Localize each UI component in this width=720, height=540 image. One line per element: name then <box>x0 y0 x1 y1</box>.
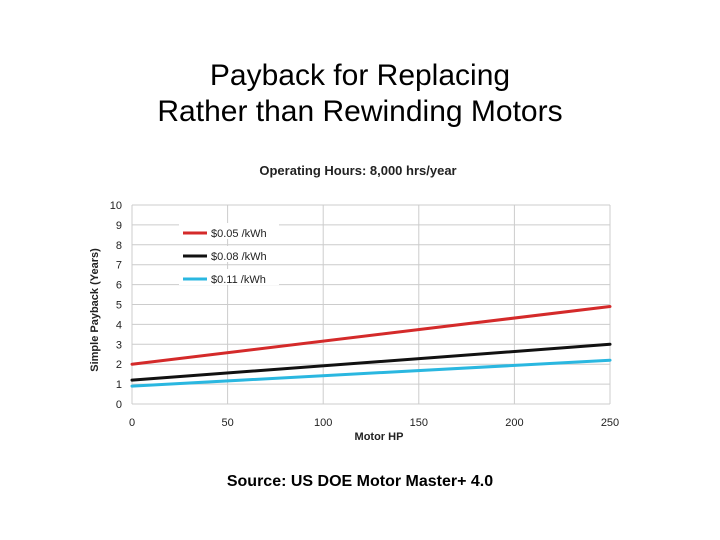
x-tick-label: 150 <box>410 417 428 429</box>
series-line-1 <box>130 304 612 366</box>
x-tick-label: 200 <box>505 417 523 429</box>
y-tick-label: 3 <box>116 339 122 351</box>
chart-title: Operating Hours: 8,000 hrs/year <box>259 163 456 178</box>
x-tick-label: 250 <box>601 417 619 429</box>
source-note: Source: US DOE Motor Master+ 4.0 <box>226 473 494 490</box>
legend-item-bg <box>179 246 279 262</box>
x-tick-label: 100 <box>314 417 332 429</box>
legend-label-1: $0.05 /kWh <box>211 228 267 240</box>
series-line-3 <box>130 358 612 388</box>
slide-title-line-1: Payback for Replacing <box>209 59 511 92</box>
legend-item-bg <box>179 269 279 285</box>
grid <box>131 204 611 405</box>
legend-item-bg <box>179 223 279 239</box>
y-tick-label: 5 <box>116 300 122 312</box>
x-tick-label: 50 <box>221 417 233 429</box>
x-axis-label: Motor HP <box>355 431 404 443</box>
series-lines <box>130 304 612 388</box>
slide-title: Payback for Replacing Rather than Rewind… <box>0 58 720 130</box>
y-tick-label: 1 <box>116 379 122 391</box>
legend-label-2: $0.08 /kWh <box>211 251 267 263</box>
y-tick-label: 0 <box>116 399 122 411</box>
y-tick-label: 10 <box>110 200 122 212</box>
series-line-2 <box>130 342 612 382</box>
y-tick-label: 2 <box>116 359 122 371</box>
y-axis-label: Simple Payback (Years) <box>89 248 101 372</box>
legend-label-3: $0.11 /kWh <box>211 274 266 286</box>
y-tick-label: 8 <box>116 240 122 252</box>
slide-title-line-2: Rather than Rewinding Motors <box>157 95 563 128</box>
y-tick-label: 6 <box>116 280 122 292</box>
y-tick-label: 7 <box>116 260 122 272</box>
y-tick-label: 4 <box>116 319 122 331</box>
legend: $0.05 /kWh $0.08 /kWh $0.11 /kWh <box>179 223 279 286</box>
x-tick-label: 0 <box>129 417 135 429</box>
y-tick-label: 9 <box>116 220 122 232</box>
